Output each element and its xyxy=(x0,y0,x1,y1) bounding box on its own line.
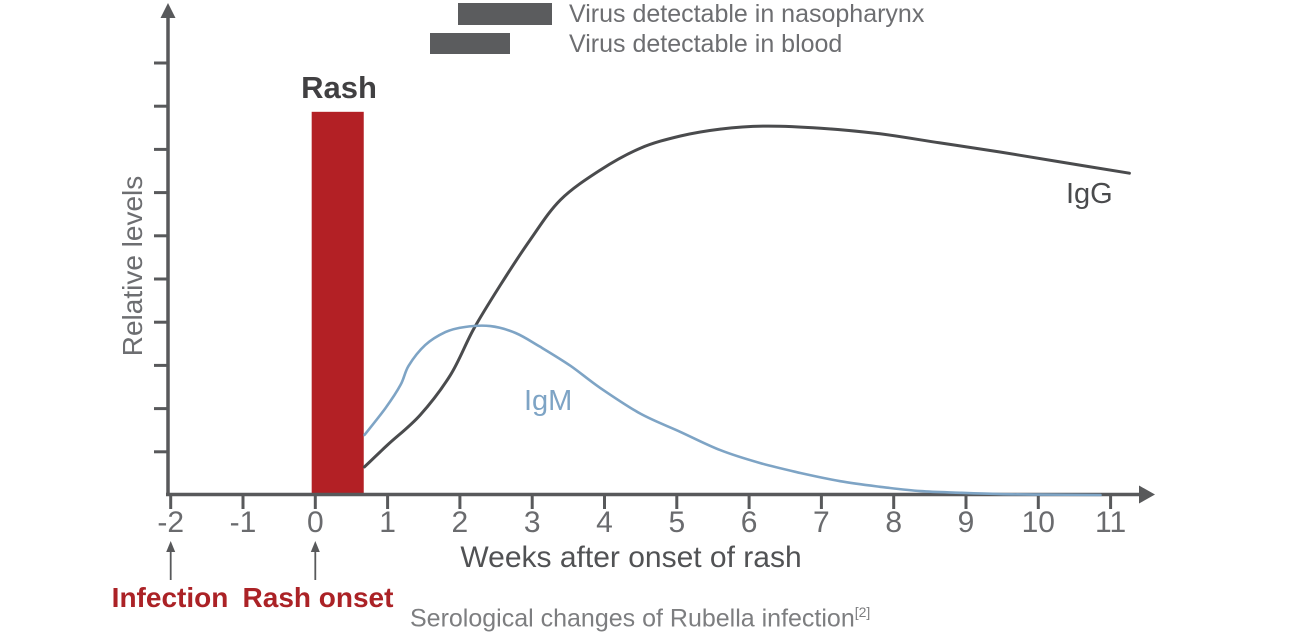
rash-bar xyxy=(311,111,364,493)
rash-onset-annotation: Rash onset xyxy=(242,582,394,613)
figure-caption-reference: [2] xyxy=(854,604,871,620)
antibody-curves xyxy=(362,124,1131,497)
x-axis-ticks xyxy=(169,496,1113,509)
igg-curve-label: IgG xyxy=(1066,178,1113,210)
legend-swatch-blood xyxy=(430,33,510,54)
x-tick-label: 10 xyxy=(1021,506,1055,539)
figure-caption-text: Serological changes of Rubella infection xyxy=(410,604,855,632)
x-tick-label: 11 xyxy=(1095,506,1127,539)
x-tick-label: 8 xyxy=(885,506,903,539)
figure-caption: Serological changes of Rubella infection… xyxy=(410,604,870,632)
x-tick-label: 2 xyxy=(451,506,469,539)
y-axis-ticks xyxy=(154,61,167,454)
x-tick-label: 6 xyxy=(740,506,758,539)
x-tick-label: 7 xyxy=(813,506,830,539)
rash-title: Rash xyxy=(301,70,377,105)
igm-curve-label: IgM xyxy=(524,385,573,417)
legend-label-blood: Virus detectable in blood xyxy=(569,30,843,58)
x-tick-label: 3 xyxy=(523,506,541,539)
y-axis-title: Relative levels xyxy=(117,175,148,357)
legend-label-nasopharynx: Virus detectable in nasopharynx xyxy=(569,0,925,28)
x-axis-title: Weeks after onset of rash xyxy=(460,541,802,574)
x-tick-label: 9 xyxy=(957,506,975,539)
x-tick-label: -1 xyxy=(229,506,257,539)
x-tick-label: 5 xyxy=(668,506,686,539)
legend-swatch-nasopharynx xyxy=(458,3,552,25)
event-arrows xyxy=(166,541,320,580)
x-tick-label: 0 xyxy=(306,506,324,539)
x-tick-label: -2 xyxy=(157,506,185,539)
x-tick-label: 1 xyxy=(379,506,396,539)
infection-annotation: Infection xyxy=(111,582,229,613)
x-tick-label: 4 xyxy=(596,506,613,539)
